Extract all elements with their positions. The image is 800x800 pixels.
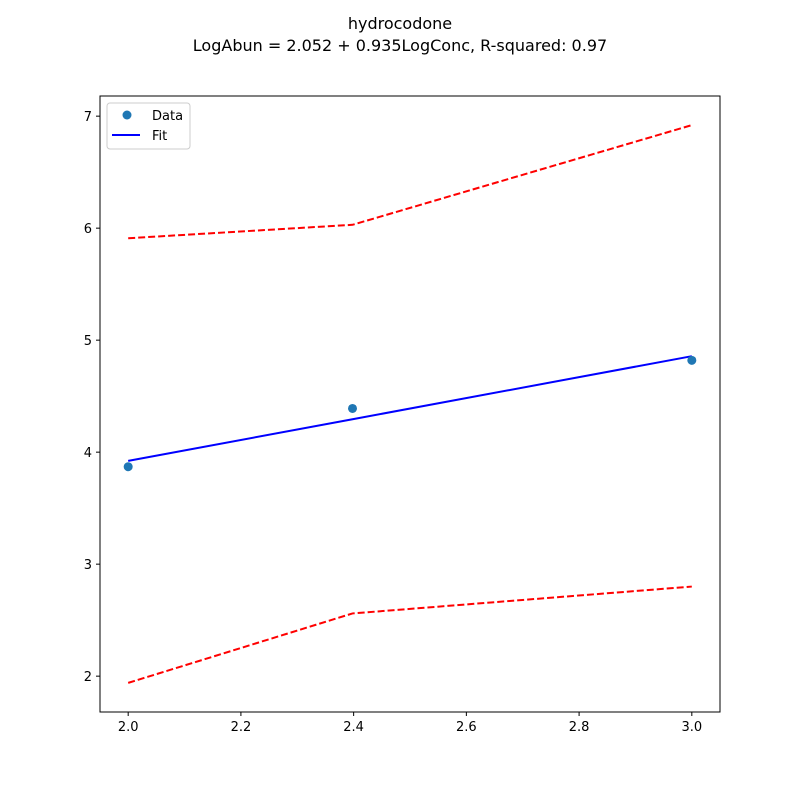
chart-title: hydrocodone xyxy=(348,14,452,33)
x-tick-label: 2.0 xyxy=(118,720,139,735)
x-tick-label: 3.0 xyxy=(681,720,702,735)
legend-fit-label: Fit xyxy=(152,129,167,144)
data-point xyxy=(348,403,358,413)
y-tick-label: 3 xyxy=(84,558,92,573)
data-point xyxy=(123,462,133,472)
legend-data-marker xyxy=(122,110,132,120)
fit-line xyxy=(127,355,693,462)
bound-line-3 xyxy=(127,585,692,684)
plot-area xyxy=(123,124,697,684)
y-tick-label: 4 xyxy=(84,446,92,461)
bound-line-2 xyxy=(128,124,693,240)
y-tick-label: 6 xyxy=(84,222,92,237)
x-tick-label: 2.8 xyxy=(569,720,590,735)
legend: Data Fit xyxy=(106,102,191,150)
data-point xyxy=(687,355,697,365)
x-tick-label: 2.2 xyxy=(231,720,252,735)
legend-data-label: Data xyxy=(152,109,183,124)
x-tick-label: 2.4 xyxy=(343,720,364,735)
y-tick-label: 5 xyxy=(84,334,92,349)
x-tick-label: 2.6 xyxy=(456,720,477,735)
chart-subtitle: LogAbun = 2.052 + 0.935LogConc, R-square… xyxy=(193,36,607,55)
y-tick-label: 2 xyxy=(84,670,92,685)
axis-ticks: 2.0 2.2 2.4 2.6 2.8 3.0 2 3 4 5 6 7 xyxy=(84,110,702,735)
axes-frame xyxy=(99,95,721,713)
y-tick-label: 7 xyxy=(84,110,92,125)
